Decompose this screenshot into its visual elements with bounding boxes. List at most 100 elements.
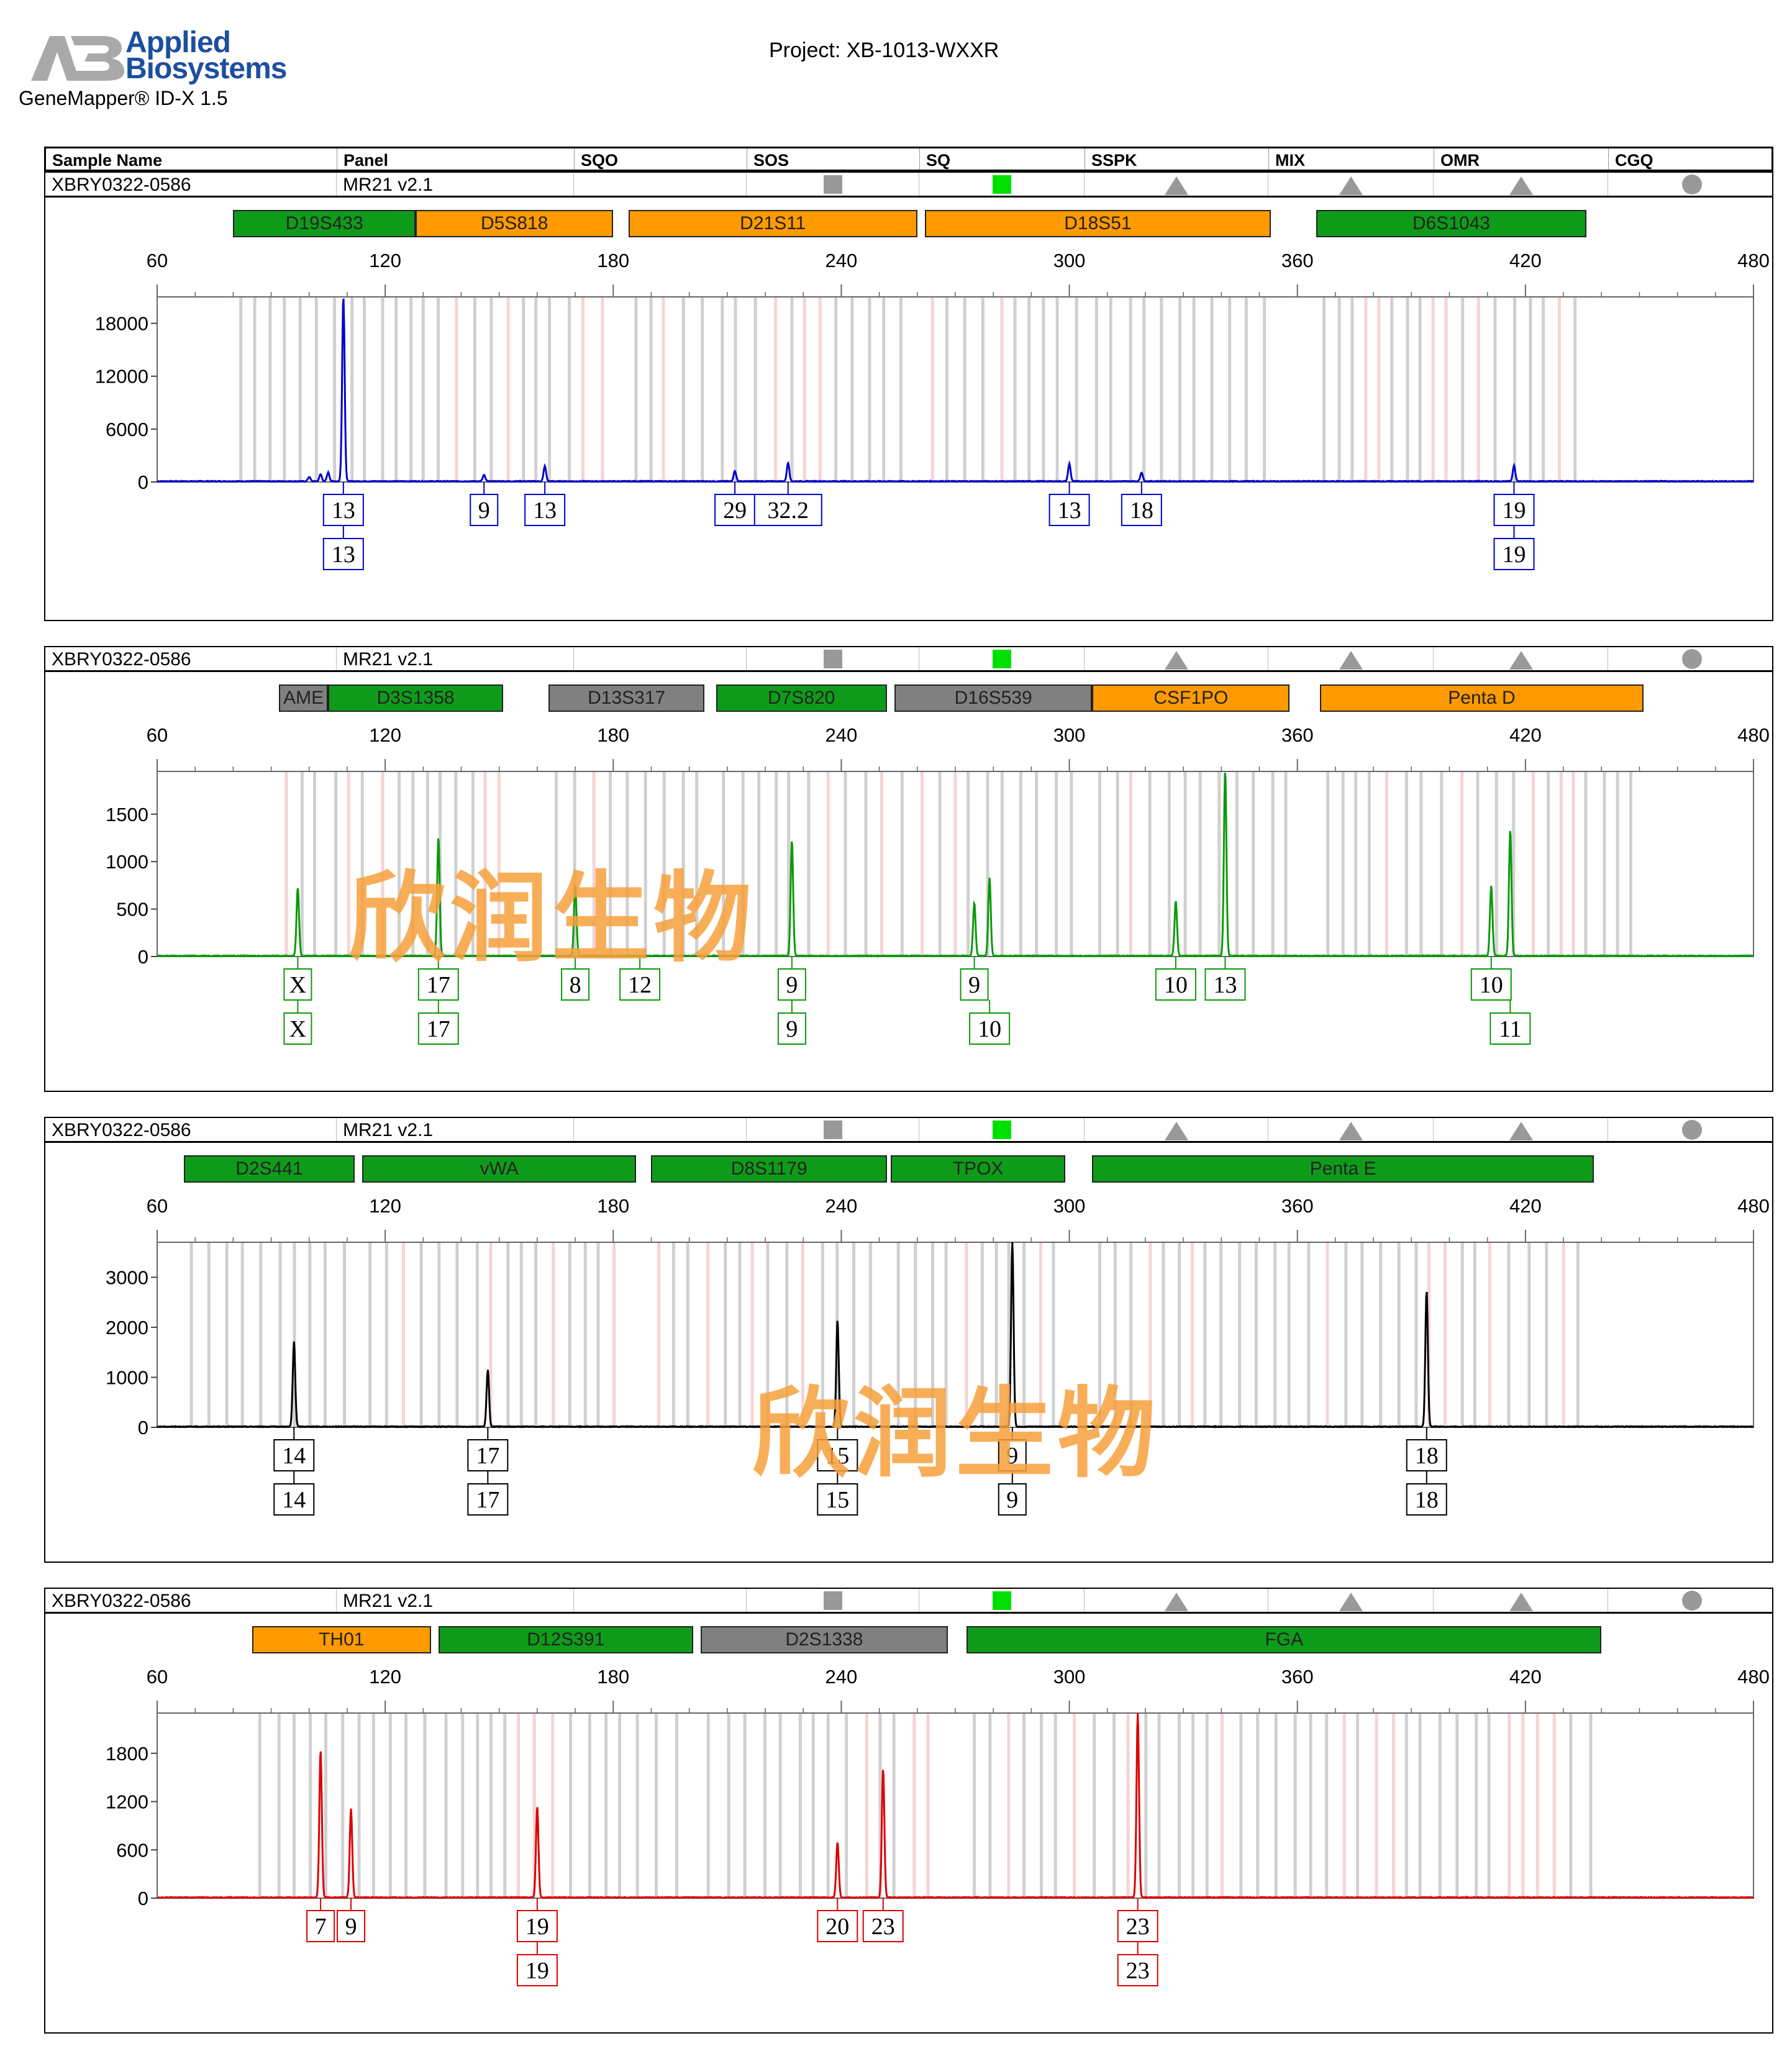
marker-ame[interactable]: AME [278,684,329,712]
allele-call[interactable]: 15 [817,1471,858,1516]
allele-call[interactable]: 15 [817,1427,858,1471]
signal-trace [157,298,1754,483]
allele-call[interactable]: 9 [998,1471,1027,1516]
marker-d7s820[interactable]: D7S820 [716,684,887,712]
marker-vwa[interactable]: vWA [362,1155,636,1183]
allele-call-label: 17 [476,1487,499,1513]
allele-call[interactable]: 11 [1490,1000,1531,1045]
allele-call[interactable]: 9 [337,1898,366,1942]
marker-penta-d[interactable]: Penta D [1320,684,1644,712]
allele-call[interactable]: 13 [322,525,364,570]
allele-call-label: 9 [478,498,490,524]
allele-call[interactable]: 12 [619,957,661,1001]
marker-d3s1358[interactable]: D3S1358 [328,684,503,712]
allele-call-box [561,968,590,1001]
allele-call-box [619,968,661,1001]
marker-fga[interactable]: FGA [966,1626,1602,1653]
allele-call[interactable]: 17 [417,957,459,1001]
quality-cell-sspk [1084,1118,1268,1141]
allele-call[interactable]: 14 [273,1427,315,1471]
allele-call[interactable]: X [283,1000,312,1045]
allele-call[interactable]: 13 [1048,482,1090,526]
sample-status-row[interactable]: XBRY0322-0586 MR21 v2.1 [45,647,1772,672]
quality-cell-sq [919,173,1084,196]
allele-call-label: 14 [282,1443,306,1469]
marker-d2s441[interactable]: D2S441 [183,1155,355,1183]
allele-call[interactable]: 9 [470,482,499,526]
allele-call[interactable]: 23 [1117,1942,1158,1986]
allele-call-box [322,494,364,526]
gray-triangle-icon [1339,1593,1363,1611]
marker-tpox[interactable]: TPOX [890,1155,1066,1183]
quality-cell-sqo [573,647,746,670]
marker-d13s317[interactable]: D13S317 [548,684,705,712]
marker-d19s433[interactable]: D19S433 [233,210,416,237]
allele-call[interactable]: 19 [1493,482,1535,526]
allele-call-label: 8 [570,972,581,998]
allele-call[interactable]: 7 [306,1898,335,1942]
marker-d21s11[interactable]: D21S11 [628,210,917,237]
allele-call[interactable]: 9 [777,957,806,1001]
allele-call[interactable]: 9 [960,957,989,1001]
allele-call[interactable]: 14 [273,1471,315,1516]
sample-status-row[interactable]: XBRY0322-0586 MR21 v2.1 [45,1118,1772,1143]
allele-call-label: 18 [1130,498,1153,524]
allele-call-box [1204,968,1246,1001]
y-tick-label: 18000 [95,313,148,335]
allele-call[interactable]: 32.2 [753,482,822,526]
allele-call-box [753,494,822,526]
allele-call-label: 23 [1126,1914,1150,1940]
allele-call[interactable]: 13 [524,482,566,526]
allele-call[interactable]: 10 [1155,957,1196,1001]
marker-d18s51[interactable]: D18S51 [925,210,1271,237]
x-tick-label: 420 [1509,250,1542,271]
sample-status-row[interactable]: XBRY0322-0586 MR21 v2.1 [45,1589,1772,1614]
allele-call[interactable]: 17 [417,1000,459,1045]
allele-call[interactable]: 23 [1117,1898,1158,1942]
x-tick-label: 480 [1737,250,1770,271]
allele-call[interactable]: 9 [777,1000,806,1045]
allele-call[interactable]: X [283,957,312,1001]
allele-call[interactable]: 17 [467,1427,509,1471]
allele-call[interactable]: 13 [1204,957,1246,1001]
allele-call[interactable]: 18 [1406,1427,1447,1471]
gray-triangle-icon [1165,1593,1188,1611]
allele-call-box [714,494,756,526]
allele-call[interactable]: 8 [561,957,590,1001]
allele-call[interactable]: 9 [998,1427,1027,1471]
allele-call[interactable]: 18 [1121,482,1162,526]
allele-call[interactable]: 29 [714,482,756,526]
x-tick-label: 120 [369,1195,401,1217]
allele-call[interactable]: 10 [969,1000,1011,1045]
marker-d8s1179[interactable]: D8S1179 [651,1155,887,1183]
marker-d6s1043[interactable]: D6S1043 [1316,210,1586,237]
marker-d2s1338[interactable]: D2S1338 [701,1626,948,1653]
marker-d5s818[interactable]: D5S818 [416,210,614,237]
allele-call-label: 19 [525,1958,549,1984]
allele-call-label: 9 [345,1914,357,1940]
marker-csf1po[interactable]: CSF1PO [1092,684,1290,712]
allele-call[interactable]: 19 [1493,525,1535,570]
allele-call[interactable]: 10 [1470,957,1512,1001]
marker-th01[interactable]: TH01 [252,1626,431,1653]
x-tick-label: 360 [1281,724,1314,746]
sample-status-row[interactable]: XBRY0322-0586 MR21 v2.1 [45,173,1772,198]
allele-call-label: 17 [427,972,450,998]
allele-call[interactable]: 18 [1406,1471,1447,1516]
allele-call[interactable]: 19 [516,1898,558,1942]
allele-call[interactable]: 17 [467,1471,509,1516]
marker-d12s391[interactable]: D12S391 [438,1626,693,1653]
allele-call-box [467,1483,509,1516]
quality-cell-omr [1433,1118,1608,1141]
x-tick-label: 120 [369,1666,401,1688]
allele-call[interactable]: 23 [862,1898,904,1942]
allele-call[interactable]: 13 [322,482,364,526]
allele-call-label: 10 [1164,972,1188,998]
allele-call[interactable]: 19 [516,1942,558,1986]
panel-name-cell: MR21 v2.1 [336,1118,573,1141]
allele-call[interactable]: 20 [817,1898,858,1942]
x-tick-label: 60 [147,1195,168,1217]
allele-call-box [817,1910,858,1942]
marker-penta-e[interactable]: Penta E [1092,1155,1594,1183]
marker-d16s539[interactable]: D16S539 [894,684,1093,712]
